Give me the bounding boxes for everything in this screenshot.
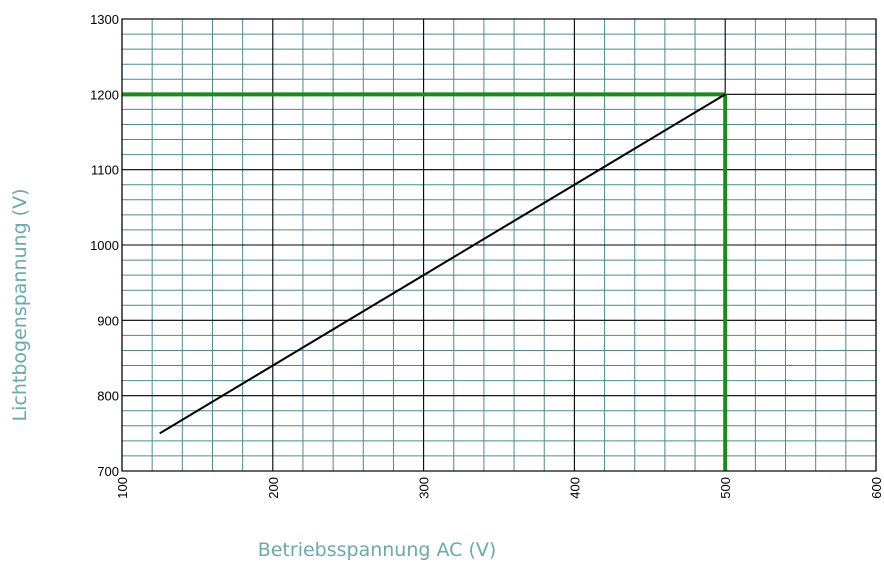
x-tick-label: 100 [115, 477, 130, 499]
x-tick-label: 400 [567, 477, 582, 499]
x-tick-label: 200 [266, 477, 281, 499]
x-axis-title: Betriebsspannung AC (V) [258, 539, 497, 561]
x-tick-label: 600 [869, 477, 884, 499]
x-tick-label: 300 [417, 477, 432, 499]
series-layer [159, 93, 726, 435]
plot-frame [121, 18, 877, 472]
y-tick-label: 1000 [90, 238, 119, 253]
major-grid [121, 18, 877, 472]
x-tick-label: 500 [718, 477, 733, 499]
y-tick-label: 700 [97, 464, 119, 479]
y-tick-label: 1100 [91, 163, 119, 178]
reference-lines [122, 92, 728, 471]
y-axis-title: Lichtbogenspannung (V) [9, 189, 31, 422]
y-tick-label: 1300 [90, 12, 119, 27]
y-tick-label: 1200 [90, 87, 119, 102]
x-tick-labels: 100 200 300 400 500 600 [115, 477, 884, 499]
series-line-0 [159, 93, 726, 435]
y-tick-labels: 700 800 900 1000 1100 1200 1300 [90, 12, 119, 479]
y-tick-label: 800 [97, 389, 119, 404]
y-tick-label: 900 [97, 313, 119, 328]
